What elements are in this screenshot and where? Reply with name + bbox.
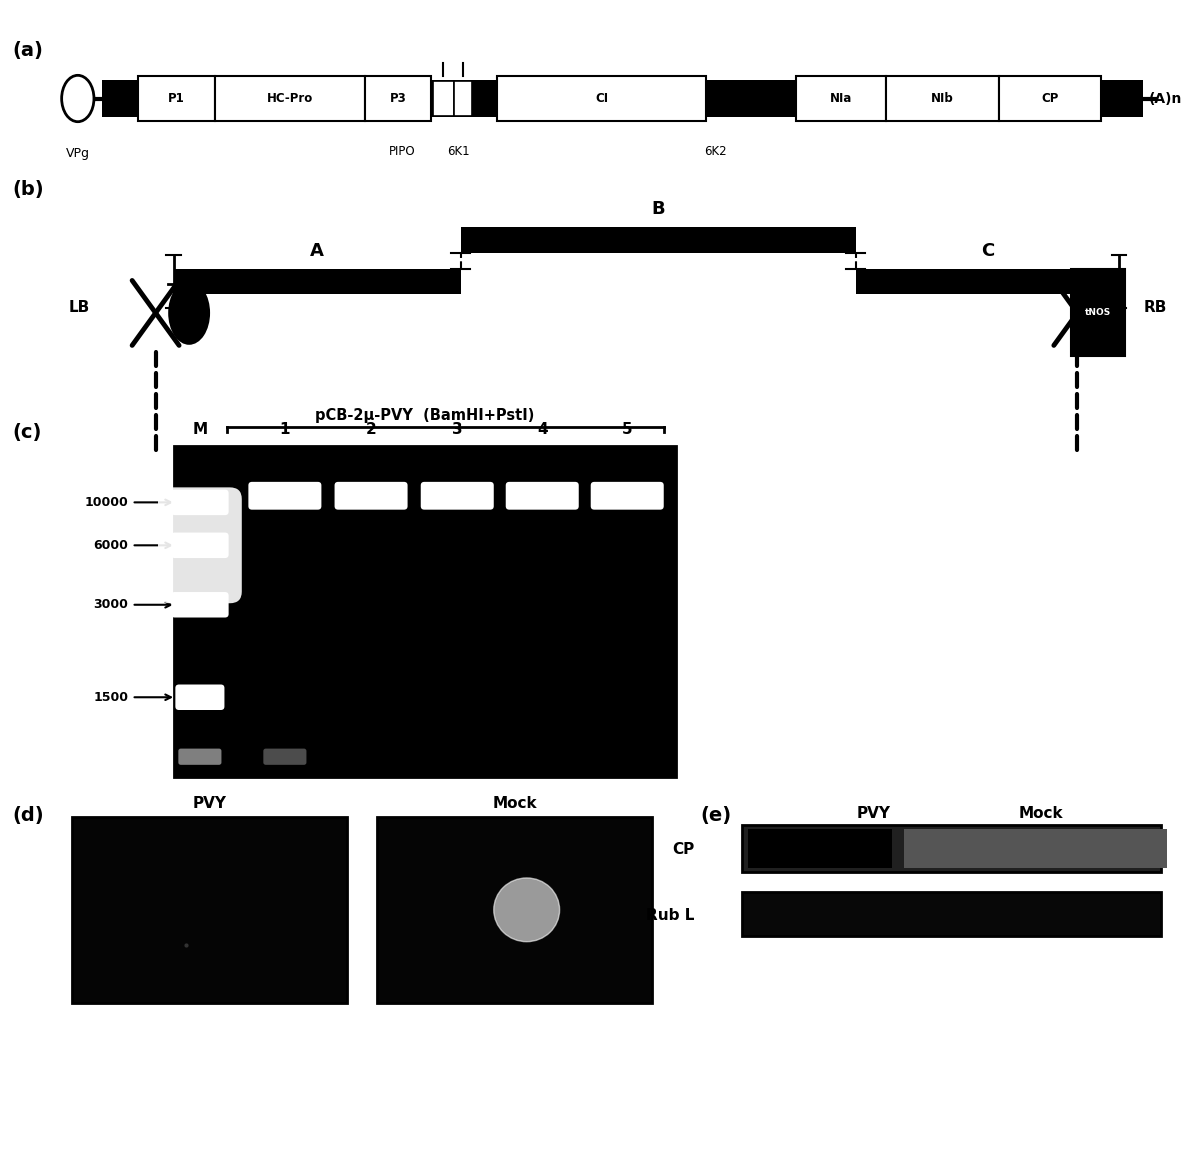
Bar [1071, 270, 1125, 357]
Text: (c): (c) [12, 423, 42, 442]
FancyBboxPatch shape [158, 487, 242, 603]
Text: 3: 3 [452, 422, 462, 437]
Text: C: C [980, 241, 995, 260]
Ellipse shape [168, 282, 211, 345]
Text: 6000: 6000 [93, 539, 128, 552]
FancyBboxPatch shape [176, 685, 225, 710]
Bar [709, 81, 735, 116]
FancyBboxPatch shape [505, 482, 579, 510]
Text: (b): (b) [12, 180, 43, 198]
Text: NIa: NIa [830, 92, 852, 105]
Text: HC-Pro: HC-Pro [267, 92, 314, 105]
Text: 1500: 1500 [93, 691, 128, 704]
Bar [102, 80, 1143, 117]
Text: PVY: PVY [857, 806, 891, 821]
Text: 6K1: 6K1 [448, 145, 469, 158]
FancyBboxPatch shape [263, 749, 306, 765]
FancyBboxPatch shape [249, 482, 321, 510]
FancyBboxPatch shape [591, 482, 663, 510]
Text: P1: P1 [169, 92, 184, 105]
Text: 4: 4 [537, 422, 547, 437]
FancyBboxPatch shape [178, 749, 221, 765]
FancyBboxPatch shape [171, 592, 229, 618]
Text: tNOS: tNOS [1086, 308, 1111, 318]
Text: 10000: 10000 [84, 496, 128, 509]
Text: CI: CI [595, 92, 608, 105]
Ellipse shape [62, 75, 95, 122]
Text: Mock: Mock [492, 796, 537, 811]
Bar [433, 81, 454, 116]
Text: VPg: VPg [66, 147, 90, 160]
Bar [454, 81, 472, 116]
Bar [742, 825, 1161, 872]
Bar [72, 817, 347, 1003]
Text: PVY: PVY [193, 796, 226, 811]
Text: (A)n: (A)n [1149, 92, 1183, 105]
Text: RB: RB [1143, 300, 1167, 314]
Bar [856, 269, 1119, 294]
Bar [742, 892, 1161, 936]
Bar [796, 76, 886, 121]
Text: B: B [651, 199, 666, 218]
Ellipse shape [494, 879, 560, 941]
Bar [748, 829, 892, 868]
Bar [461, 227, 856, 253]
Text: 5: 5 [622, 422, 632, 437]
Text: PIPO: PIPO [389, 145, 415, 158]
Text: 1: 1 [280, 422, 290, 437]
FancyBboxPatch shape [421, 482, 493, 510]
FancyBboxPatch shape [171, 489, 229, 515]
Bar [215, 76, 365, 121]
Text: 3000: 3000 [93, 598, 128, 611]
Bar [138, 76, 215, 121]
Text: (a): (a) [12, 41, 43, 59]
Text: 2: 2 [366, 422, 376, 437]
Text: P3: P3 [390, 92, 406, 105]
Bar [886, 76, 999, 121]
Text: pCB-2μ-PVY  (BamHI+PstI): pCB-2μ-PVY (BamHI+PstI) [315, 408, 535, 423]
Bar [999, 76, 1101, 121]
Bar [904, 829, 1167, 868]
Bar [174, 269, 461, 294]
Bar [377, 817, 652, 1003]
Text: Rub L: Rub L [646, 909, 694, 923]
Bar [174, 446, 676, 777]
Text: (d): (d) [12, 806, 43, 824]
Text: 6K2: 6K2 [705, 145, 727, 158]
Text: A: A [310, 241, 324, 260]
Text: LB: LB [68, 300, 90, 314]
Text: CP: CP [672, 843, 694, 857]
FancyBboxPatch shape [171, 533, 229, 559]
FancyBboxPatch shape [334, 482, 407, 510]
Text: NIb: NIb [931, 92, 954, 105]
Bar [365, 76, 431, 121]
Text: M: M [193, 422, 207, 437]
Bar [497, 76, 706, 121]
Text: CP: CP [1041, 92, 1059, 105]
Text: Mock: Mock [1019, 806, 1064, 821]
Text: (e): (e) [700, 806, 731, 824]
